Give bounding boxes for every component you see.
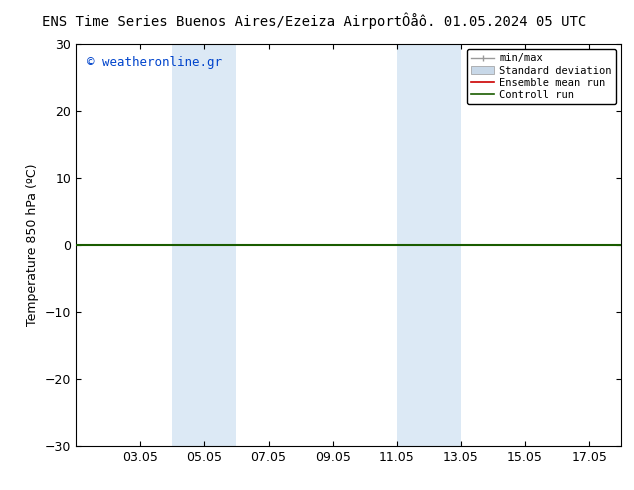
Y-axis label: Temperature 850 hPa (ºC): Temperature 850 hPa (ºC) — [26, 164, 39, 326]
Bar — [397, 44, 461, 446]
Text: Ôåô. 01.05.2024 05 UTC: Ôåô. 01.05.2024 05 UTC — [403, 15, 586, 29]
Bar — [172, 44, 236, 446]
Legend: min/max, Standard deviation, Ensemble mean run, Controll run: min/max, Standard deviation, Ensemble me… — [467, 49, 616, 104]
Text: © weatheronline.gr: © weatheronline.gr — [87, 56, 222, 69]
Text: ENS Time Series Buenos Aires/Ezeiza Airport: ENS Time Series Buenos Aires/Ezeiza Airp… — [42, 15, 402, 29]
